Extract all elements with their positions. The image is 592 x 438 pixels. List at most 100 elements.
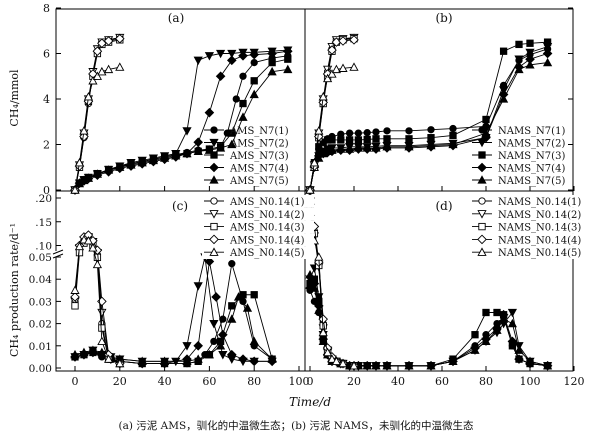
series-NAMS_N0.14(5) bbox=[305, 207, 359, 370]
x-tick-label-left: 20 bbox=[113, 375, 127, 388]
legend-marker bbox=[210, 197, 218, 205]
data-point bbox=[193, 354, 203, 363]
data-point bbox=[331, 356, 341, 365]
data-point bbox=[97, 308, 107, 318]
data-point bbox=[79, 126, 89, 135]
data-point bbox=[492, 325, 502, 334]
data-point bbox=[250, 58, 258, 67]
y-tick-label-bottom-high: .10 bbox=[35, 241, 52, 253]
x-tick-label-right: 60 bbox=[435, 375, 449, 388]
data-point bbox=[327, 69, 337, 78]
data-point bbox=[267, 354, 277, 363]
data-point bbox=[242, 303, 253, 312]
data-point bbox=[228, 129, 236, 137]
y-tick-label-top: 6 bbox=[43, 48, 50, 61]
data-point bbox=[349, 35, 359, 45]
data-point bbox=[309, 157, 319, 167]
data-point bbox=[137, 356, 147, 365]
data-point bbox=[482, 115, 490, 124]
x-tick-label-right: 100 bbox=[520, 375, 541, 388]
data-point bbox=[238, 50, 248, 61]
data-point bbox=[193, 282, 203, 291]
legend-marker bbox=[478, 126, 486, 134]
legend-bg bbox=[202, 246, 314, 259]
data-point bbox=[209, 319, 219, 329]
data-point bbox=[193, 137, 203, 148]
legend-bg bbox=[202, 207, 314, 221]
legend-marker bbox=[209, 162, 219, 173]
legend-marker bbox=[209, 175, 219, 184]
legend-marker bbox=[210, 126, 218, 134]
y-tick-label-top: 2 bbox=[43, 139, 50, 152]
data-point bbox=[233, 292, 244, 301]
legend-marker bbox=[478, 151, 486, 159]
data-point bbox=[314, 252, 324, 261]
legend-entry: NAMS_N0.14(1) bbox=[498, 197, 581, 208]
data-point bbox=[327, 45, 337, 55]
data-point bbox=[449, 124, 457, 133]
data-point bbox=[97, 347, 107, 357]
legend-entry: AMS_N0.14(3) bbox=[229, 223, 305, 234]
data-point bbox=[160, 153, 170, 162]
axis-break-mark bbox=[52, 253, 64, 259]
legend-marker bbox=[477, 247, 487, 256]
y-tick-label-bottom: 0.04 bbox=[29, 274, 53, 286]
series-NAMS_N0.14(5) bbox=[305, 62, 359, 194]
data-point bbox=[514, 345, 524, 354]
data-point bbox=[499, 94, 509, 103]
data-point bbox=[514, 64, 524, 74]
data-point bbox=[249, 89, 259, 99]
legend-entry: NAMS_N7(1) bbox=[498, 126, 565, 137]
data-point bbox=[328, 136, 336, 144]
data-point bbox=[382, 361, 392, 370]
data-point bbox=[349, 62, 359, 71]
data-point bbox=[210, 337, 218, 346]
data-point bbox=[345, 136, 354, 144]
x-tick-label-right: 0 bbox=[307, 375, 314, 388]
x-tick-label-left: 80 bbox=[247, 375, 261, 388]
legend-bg bbox=[470, 220, 582, 234]
data-point bbox=[482, 308, 490, 317]
data-point bbox=[182, 356, 192, 365]
data-point bbox=[427, 126, 435, 134]
data-point bbox=[542, 48, 553, 59]
data-point bbox=[97, 66, 107, 76]
x-tick-label-right: 20 bbox=[347, 375, 361, 388]
legend-bg bbox=[470, 246, 582, 259]
data-point bbox=[284, 55, 292, 63]
data-point bbox=[305, 269, 315, 279]
data-point bbox=[514, 55, 524, 64]
data-point bbox=[336, 144, 346, 153]
panel-a-series bbox=[70, 33, 293, 195]
legend-entry: NAMS_N7(3) bbox=[498, 151, 565, 162]
legend-marker bbox=[209, 210, 219, 219]
y-tick-label-bottom: 0.02 bbox=[29, 319, 52, 331]
legend-entry: NAMS_N0.14(5) bbox=[498, 248, 581, 259]
data-point bbox=[171, 151, 181, 160]
series-NAMS_N0.14(4) bbox=[305, 35, 359, 195]
data-point bbox=[318, 327, 328, 337]
legend-marker bbox=[210, 151, 218, 159]
data-point bbox=[327, 145, 337, 154]
data-point bbox=[318, 91, 328, 101]
axis-break-mark bbox=[52, 249, 64, 255]
y-tick-label-top: 0 bbox=[43, 184, 50, 197]
data-point bbox=[383, 135, 391, 143]
x-tick-label-left: 40 bbox=[158, 375, 172, 388]
data-point bbox=[115, 62, 125, 71]
x-tick-label-left: 100 bbox=[289, 375, 310, 388]
data-point bbox=[239, 72, 247, 80]
series-NAMS_N7(5) bbox=[305, 269, 553, 370]
data-point bbox=[160, 356, 170, 365]
legend-entry: AMS_N7(5) bbox=[229, 176, 289, 187]
legend-bg bbox=[202, 220, 314, 234]
data-point bbox=[239, 99, 247, 108]
legend-marker bbox=[478, 222, 486, 231]
data-point bbox=[238, 354, 248, 364]
y-tick-label-bottom: 0.01 bbox=[29, 341, 52, 353]
data-point bbox=[227, 349, 237, 360]
data-point bbox=[371, 361, 381, 370]
data-point bbox=[543, 57, 553, 67]
data-point bbox=[182, 127, 192, 136]
data-point bbox=[404, 361, 414, 370]
